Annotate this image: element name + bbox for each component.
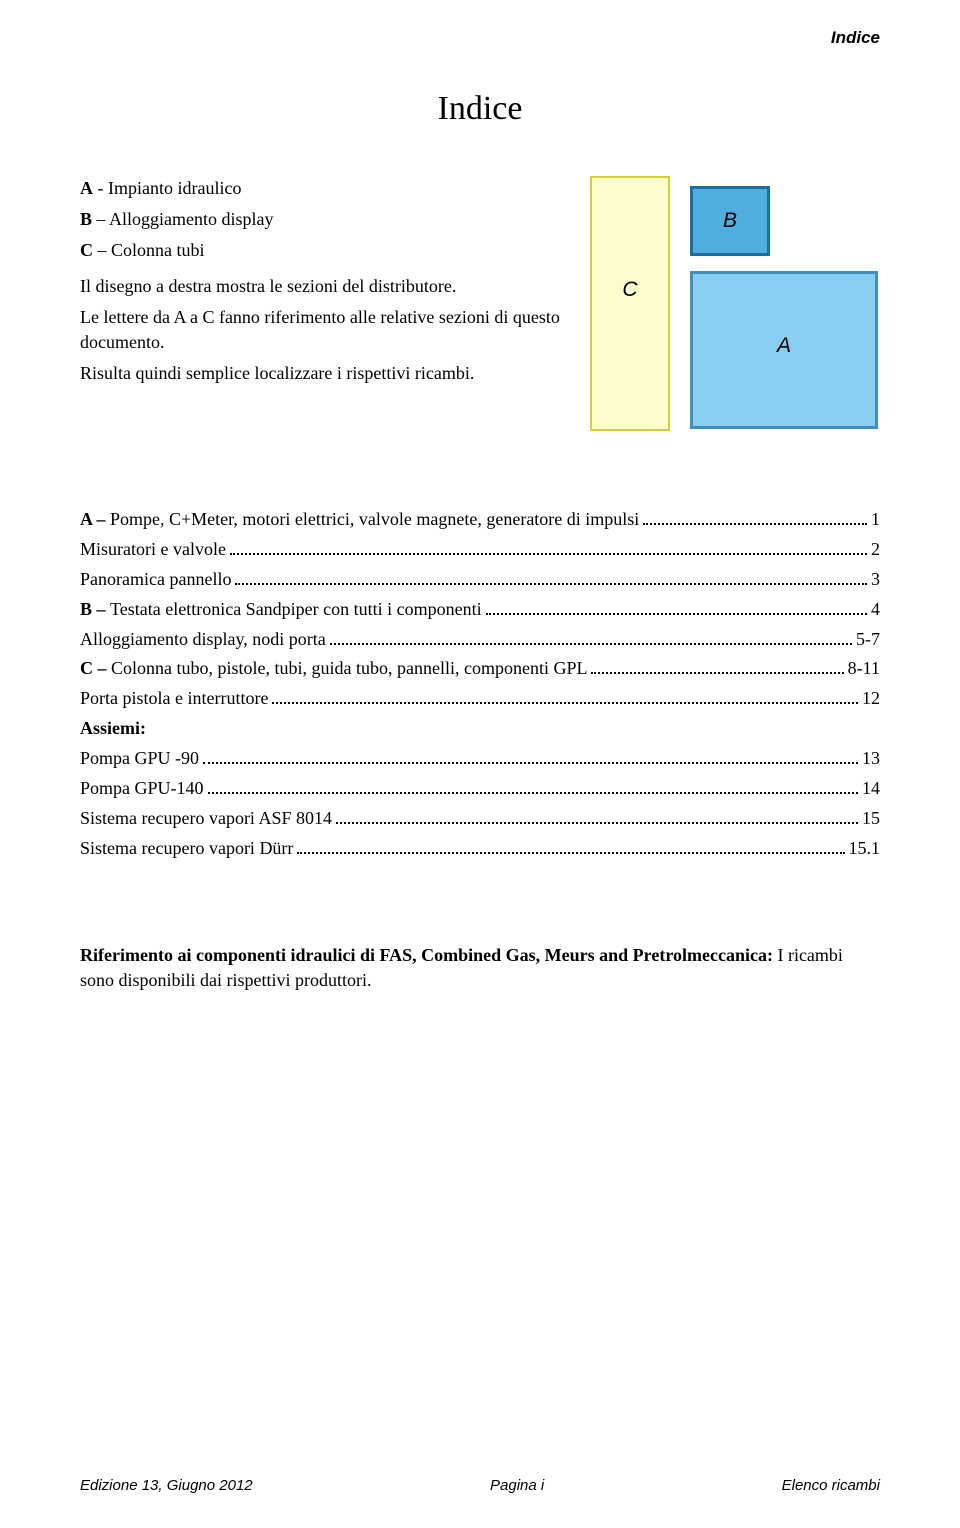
intro-row: A - Impianto idraulico B – Alloggiamento… (80, 176, 880, 436)
page-title: Indice (80, 90, 880, 128)
diagram-box-a: A (690, 271, 878, 429)
toc-line: C – Colonna tubo, pistole, tubi, guida t… (80, 655, 880, 683)
toc-leader-dots (272, 702, 858, 704)
diagram-c-label: C (622, 278, 637, 302)
intro-b-bold: B (80, 209, 92, 229)
intro-b-rest: – Alloggiamento display (92, 209, 274, 229)
toc-line: Sistema recupero vapori ASF 8014 15 (80, 805, 880, 833)
toc-page: 8-11 (848, 655, 880, 683)
diagram-box-c: C (590, 176, 670, 431)
toc-page: 12 (862, 685, 880, 713)
toc-page: 13 (862, 745, 880, 773)
toc-leader-dots (643, 523, 867, 525)
toc-line: Pompa GPU -90 13 (80, 745, 880, 773)
toc-line: Panoramica pannello 3 (80, 566, 880, 594)
toc-page: 2 (871, 536, 880, 564)
intro-para-1: Il disegno a destra mostra le sezioni de… (80, 274, 560, 299)
toc-leader-dots (486, 613, 867, 615)
intro-line-a: A - Impianto idraulico (80, 176, 560, 201)
toc-leader-dots (230, 553, 867, 555)
toc-leader-dots (297, 852, 844, 854)
diagram-a-label: A (777, 334, 791, 358)
toc-page: 15 (862, 805, 880, 833)
toc-line: Sistema recupero vapori Dürr 15.1 (80, 835, 880, 863)
intro-para-3: Risulta quindi semplice localizzare i ri… (80, 361, 560, 386)
toc-page: 5-7 (856, 626, 880, 654)
section-diagram: C B A (590, 176, 880, 436)
toc-label: Misuratori e valvole (80, 536, 226, 564)
diagram-b-label: B (723, 209, 737, 233)
toc: A – Pompe, C+Meter, motori elettrici, va… (80, 506, 880, 863)
toc-line: Pompa GPU-140 14 (80, 775, 880, 803)
toc-line: Alloggiamento display, nodi porta 5-7 (80, 626, 880, 654)
toc-leader-dots (235, 583, 867, 585)
toc-label: Alloggiamento display, nodi porta (80, 626, 326, 654)
intro-c-rest: – Colonna tubi (93, 240, 205, 260)
toc-label: Panoramica pannello (80, 566, 231, 594)
reference-note: Riferimento ai componenti idraulici di F… (80, 943, 880, 993)
toc-assiemi-heading: Assiemi: (80, 715, 880, 743)
toc-label: Porta pistola e interruttore (80, 685, 268, 713)
toc-label: Sistema recupero vapori ASF 8014 (80, 805, 332, 833)
header-section-label: Indice (831, 28, 880, 48)
toc-label: A – Pompe, C+Meter, motori elettrici, va… (80, 506, 639, 534)
toc-line: B – Testata elettronica Sandpiper con tu… (80, 596, 880, 624)
toc-label: B – Testata elettronica Sandpiper con tu… (80, 596, 482, 624)
toc-line: Porta pistola e interruttore 12 (80, 685, 880, 713)
toc-label: C – Colonna tubo, pistole, tubi, guida t… (80, 655, 587, 683)
toc-line: Misuratori e valvole 2 (80, 536, 880, 564)
footer-left: Edizione 13, Giugno 2012 (80, 1477, 253, 1494)
toc-page: 15.1 (849, 835, 881, 863)
footer-right: Elenco ricambi (782, 1477, 880, 1494)
footer-center: Pagina i (490, 1477, 544, 1494)
intro-a-bold: A (80, 178, 93, 198)
toc-page: 14 (862, 775, 880, 803)
toc-page: 1 (871, 506, 880, 534)
intro-a-rest: - Impianto idraulico (93, 178, 241, 198)
diagram-box-b: B (690, 186, 770, 256)
intro-line-b: B – Alloggiamento display (80, 207, 560, 232)
intro-line-c: C – Colonna tubi (80, 238, 560, 263)
toc-label: Pompa GPU-140 (80, 775, 204, 803)
toc-label: Pompa GPU -90 (80, 745, 199, 773)
toc-leader-dots (208, 792, 858, 794)
toc-line: A – Pompe, C+Meter, motori elettrici, va… (80, 506, 880, 534)
toc-page: 4 (871, 596, 880, 624)
page-footer: Edizione 13, Giugno 2012 Pagina i Elenco… (80, 1477, 880, 1494)
toc-leader-dots (330, 643, 852, 645)
toc-leader-dots (336, 822, 858, 824)
toc-page: 3 (871, 566, 880, 594)
toc-leader-dots (203, 762, 858, 764)
intro-text: A - Impianto idraulico B – Alloggiamento… (80, 176, 590, 392)
reference-bold: Riferimento ai componenti idraulici di F… (80, 945, 773, 965)
intro-para-2: Le lettere da A a C fanno riferimento al… (80, 305, 560, 355)
intro-c-bold: C (80, 240, 93, 260)
toc-leader-dots (591, 672, 843, 674)
toc-label: Sistema recupero vapori Dürr (80, 835, 293, 863)
